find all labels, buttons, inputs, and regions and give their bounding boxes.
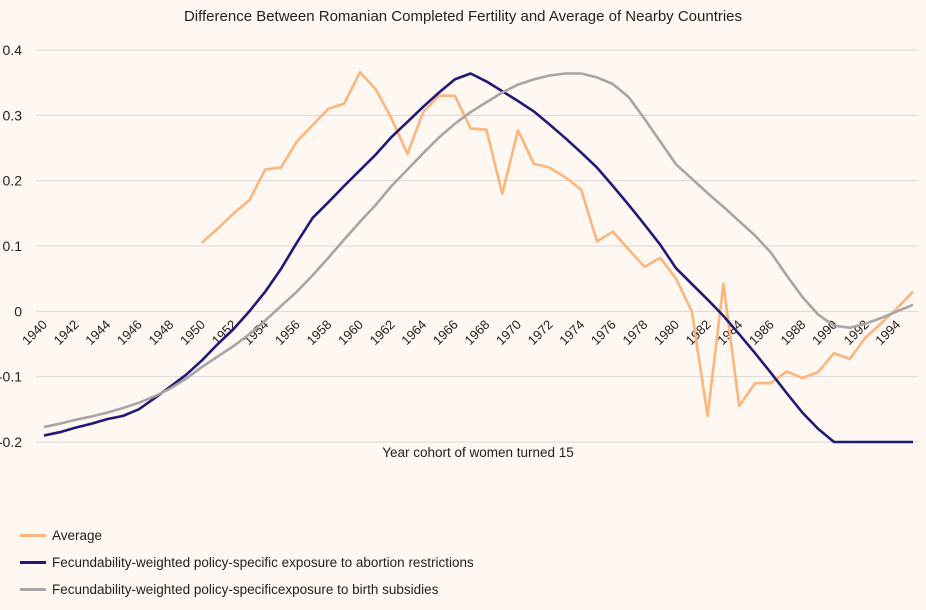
x-tick-label: 1970 — [493, 317, 524, 348]
x-tick-label: 1976 — [588, 317, 619, 348]
x-tick-label: 1946 — [114, 317, 145, 348]
y-tick-label: -0.1 — [0, 369, 22, 385]
x-tick-label: 1980 — [651, 317, 682, 348]
x-tick-label: 1978 — [619, 317, 650, 348]
legend-swatch-abortion — [20, 561, 46, 564]
x-tick-label: 1966 — [430, 317, 461, 348]
series-line-1 — [43, 72, 913, 444]
x-tick-label: 1944 — [82, 317, 113, 348]
x-tick-label: 1990 — [809, 317, 840, 348]
legend-item-average[interactable]: Average — [20, 528, 102, 543]
legend-label: Average — [52, 528, 103, 543]
x-tick-label: 1982 — [683, 317, 714, 348]
x-tick-label: 1974 — [556, 317, 587, 348]
x-tick-label: 1972 — [525, 317, 556, 348]
legend-label: Fecundability-weighted policy-specificex… — [52, 582, 439, 597]
x-tick-label: 1956 — [272, 317, 303, 348]
x-tick-label: 1950 — [177, 317, 208, 348]
x-tick-label: 1960 — [335, 317, 366, 348]
y-tick-label: 0.1 — [3, 238, 23, 254]
legend-swatch-average — [20, 534, 46, 537]
legend-label: Fecundability-weighted policy-specific e… — [52, 555, 474, 570]
x-tick-label: 1954 — [240, 317, 271, 348]
series-line-0 — [201, 70, 914, 418]
series-line-2 — [43, 72, 914, 429]
x-tick-label: 1994 — [872, 317, 903, 348]
y-tick-label: -0.2 — [0, 434, 22, 450]
y-tick-label: 0 — [14, 303, 22, 319]
x-tick-label: 1986 — [746, 317, 777, 348]
y-tick-label: 0.3 — [3, 107, 23, 123]
x-tick-label: 1962 — [367, 317, 398, 348]
y-tick-label: 0.2 — [3, 173, 23, 189]
x-tick-label: 1942 — [51, 317, 82, 348]
x-tick-label: 1958 — [303, 317, 334, 348]
x-tick-label: 1968 — [461, 317, 492, 348]
legend-swatch-subsidies — [20, 588, 46, 591]
x-tick-label: 1992 — [841, 317, 872, 348]
legend-item-abortion[interactable]: Fecundability-weighted policy-specific e… — [20, 555, 474, 570]
x-tick-label: 1940 — [19, 317, 50, 348]
chart-title: Difference Between Romanian Completed Fe… — [183, 8, 743, 25]
x-axis-title: Year cohort of women turned 15 — [382, 445, 574, 460]
y-tick-label: 0.4 — [3, 42, 23, 58]
x-tick-label: 1948 — [145, 317, 176, 348]
legend-item-subsidies[interactable]: Fecundability-weighted policy-specificex… — [20, 582, 438, 597]
x-tick-label: 1952 — [209, 317, 240, 348]
x-tick-label: 1964 — [398, 317, 429, 348]
x-tick-label: 1988 — [777, 317, 808, 348]
